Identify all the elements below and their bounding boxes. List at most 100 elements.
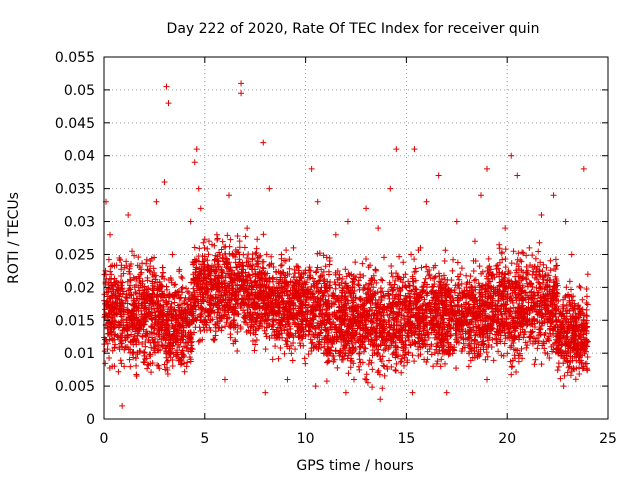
data-point [252, 341, 259, 348]
data-point [187, 339, 194, 346]
data-point [552, 256, 559, 263]
data-point [273, 269, 280, 276]
data-point [286, 295, 293, 302]
data-point [323, 319, 330, 326]
data-point [365, 338, 372, 345]
data-point [186, 296, 193, 303]
data-point [502, 264, 509, 271]
data-point [250, 304, 257, 311]
data-point [336, 281, 343, 288]
data-point [214, 309, 221, 316]
data-point [389, 351, 396, 358]
data-point [322, 263, 329, 270]
data-point [302, 269, 309, 276]
data-point [207, 327, 214, 334]
data-point [352, 346, 359, 353]
data-point [131, 276, 138, 283]
data-point [242, 315, 249, 322]
data-point [261, 327, 268, 334]
data-point [192, 299, 199, 306]
data-point [220, 254, 227, 261]
data-point [241, 292, 248, 299]
data-point [132, 290, 139, 297]
data-point [127, 363, 134, 370]
data-point [317, 274, 324, 281]
data-point [248, 290, 255, 297]
data-point [441, 360, 448, 367]
data-point [144, 292, 151, 299]
data-point [263, 251, 270, 258]
data-point [128, 292, 135, 299]
data-point [131, 308, 138, 315]
data-point [204, 245, 211, 252]
data-point [164, 357, 171, 364]
data-point [144, 331, 151, 338]
data-point [529, 252, 536, 259]
data-point [152, 343, 159, 350]
data-point [234, 348, 241, 355]
data-point [280, 315, 287, 322]
data-point [285, 319, 292, 326]
data-point [296, 305, 303, 312]
data-point [201, 268, 208, 275]
data-point [306, 264, 313, 271]
data-point [147, 339, 154, 346]
data-point [365, 361, 372, 368]
data-point [256, 285, 263, 292]
data-point [275, 280, 282, 287]
data-point [284, 283, 291, 290]
data-point [293, 281, 300, 288]
data-point [145, 362, 152, 369]
data-point [340, 345, 347, 352]
data-point [119, 299, 126, 306]
data-point [181, 297, 188, 304]
data-point [230, 340, 237, 347]
data-point [380, 362, 387, 369]
data-point [240, 251, 247, 258]
data-point [269, 316, 276, 323]
data-point [143, 256, 150, 263]
data-point [380, 254, 387, 261]
data-point [269, 356, 276, 363]
data-point [200, 324, 207, 331]
data-point [472, 276, 479, 283]
data-point [213, 314, 220, 321]
data-point [283, 304, 290, 311]
data-point [247, 324, 254, 331]
data-point [402, 271, 409, 278]
data-point [432, 273, 439, 280]
data-point [352, 259, 359, 266]
data-point [116, 257, 123, 264]
data-point [299, 313, 306, 320]
data-point [169, 363, 176, 370]
data-point [254, 236, 261, 243]
data-point [400, 352, 407, 359]
data-point [124, 333, 131, 340]
data-point [538, 361, 545, 368]
data-point [237, 284, 244, 291]
data-point [176, 301, 183, 308]
data-point [221, 250, 228, 257]
data-point [456, 276, 463, 283]
data-points [101, 80, 591, 409]
data-point [163, 349, 170, 356]
data-point [343, 273, 350, 280]
data-point [368, 318, 375, 325]
data-point [282, 257, 289, 264]
data-point [272, 343, 279, 350]
data-point [256, 253, 263, 260]
data-point [381, 293, 388, 300]
data-point [156, 333, 163, 340]
data-point [390, 316, 397, 323]
data-point [252, 318, 259, 325]
data-point [411, 256, 418, 263]
data-point [178, 273, 185, 280]
data-point [133, 372, 140, 379]
data-point [258, 317, 265, 324]
data-point [352, 294, 359, 301]
data-point [166, 332, 173, 339]
data-point [308, 347, 315, 354]
data-point [362, 256, 369, 263]
data-point [123, 325, 130, 332]
data-point [369, 293, 376, 300]
